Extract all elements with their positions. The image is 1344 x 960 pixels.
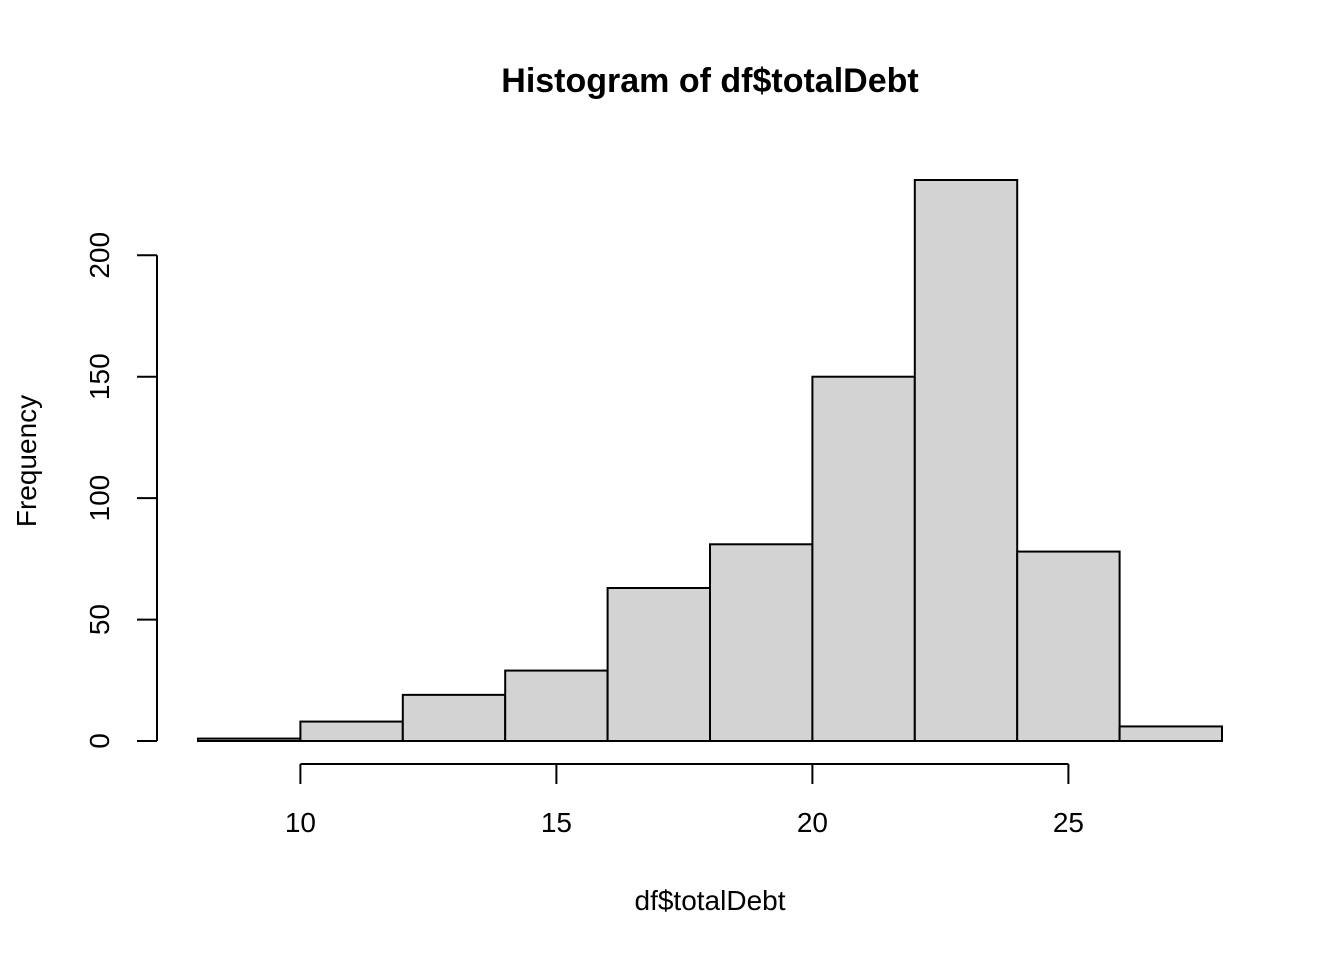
y-tick-label-200: 200 [84,232,115,279]
histogram-bar-6 [709,543,814,742]
histogram-bar-3 [401,693,507,742]
histogram-bar-10 [1118,725,1223,743]
chart-title: Histogram of df$totalDebt [501,62,918,100]
histogram-bar-9 [1016,550,1121,742]
histogram-bar-2 [299,720,404,742]
x-tick-label-25: 25 [1053,807,1084,838]
y-axis: 0 50 100 150 200 [84,232,158,749]
x-tick-label-20: 20 [797,807,828,838]
y-tick-label-100: 100 [84,475,115,522]
x-tick-label-15: 15 [541,807,572,838]
histogram-bar-8 [913,179,1019,742]
bars-group [197,179,1223,743]
histogram-bar-1 [197,737,302,742]
x-axis-label: df$totalDebt [635,885,786,916]
histogram-bar-5 [606,587,711,742]
y-tick-label-150: 150 [84,353,115,400]
y-tick-label-50: 50 [84,604,115,635]
x-tick-label-10: 10 [285,807,316,838]
x-axis: 10 15 20 25 [285,763,1084,838]
y-axis-label: Frequency [11,395,42,527]
y-tick-label-0: 0 [84,733,115,749]
histogram-bar-4 [504,669,609,742]
histogram-bar-7 [811,375,916,742]
